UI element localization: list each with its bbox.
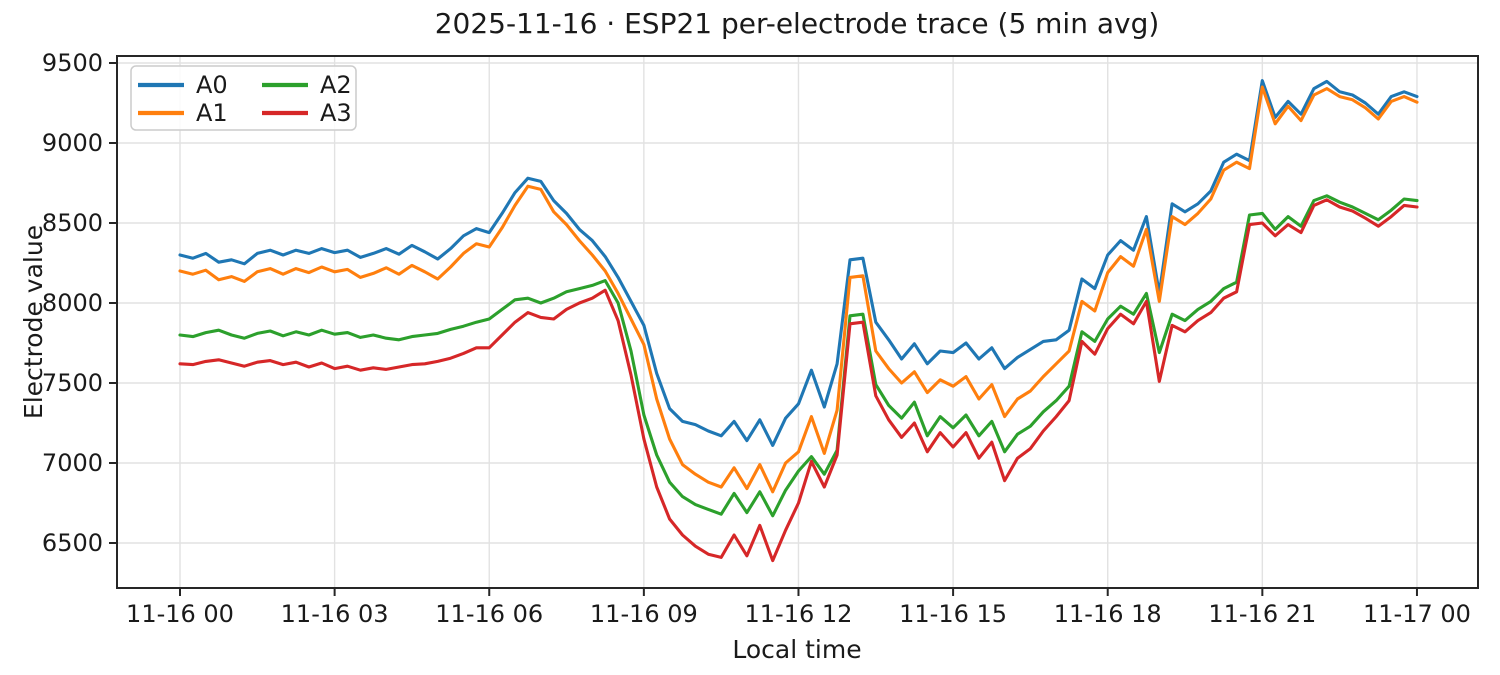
legend-entry-a2: A2 [262,71,352,99]
x-tick-label: 11-16 15 [899,600,1007,628]
x-tick-label: 11-16 12 [745,600,853,628]
chart-title: 2025-11-16 · ESP21 per-electrode trace (… [435,7,1160,40]
y-tick-label: 7500 [42,369,103,397]
x-tick-label: 11-16 00 [126,600,234,628]
series-a0-line [178,79,1419,447]
legend-entry-a1: A1 [138,99,228,127]
axis-ticks [109,62,1418,596]
legend-label: A2 [320,71,352,99]
y-tick-label: 7000 [42,449,103,477]
x-tick-label: 11-16 03 [281,600,389,628]
legend-label: A1 [196,99,228,127]
legend-entry-a3: A3 [262,99,352,127]
y-tick-label: 9000 [42,129,103,157]
x-tick-label: 11-16 21 [1208,600,1316,628]
x-tick-label: 11-16 18 [1054,600,1162,628]
legend-label: A3 [320,99,352,127]
y-tick-label: 8500 [42,209,103,237]
x-tick-label: 11-16 06 [435,600,543,628]
legend-entry-a0: A0 [138,71,228,99]
x-tick-label: 11-17 00 [1363,600,1471,628]
series-a1-line [178,85,1419,494]
y-tick-label: 6500 [42,529,103,557]
x-axis-label: Local time [732,635,861,664]
series-a3-line [178,198,1419,563]
series-a2-line [178,194,1419,518]
y-tick-label: 8000 [42,289,103,317]
axis-tick-labels: 11-16 00 11-16 03 11-16 06 11-16 09 11-16 12… [42,49,1471,628]
y-axis-label: Electrode value [19,225,48,419]
series-lines [178,79,1419,563]
x-tick-label: 11-16 09 [590,600,698,628]
y-tick-label: 9500 [42,49,103,77]
legend-label: A0 [196,71,228,99]
